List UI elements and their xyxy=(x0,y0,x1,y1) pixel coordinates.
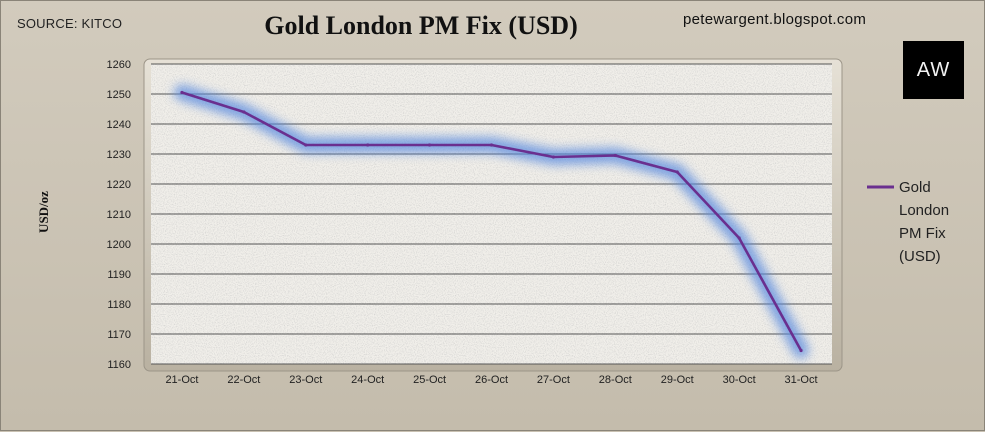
x-tick-label: 25-Oct xyxy=(413,374,446,386)
y-tick-label: 1210 xyxy=(107,209,131,221)
data-point xyxy=(366,143,370,147)
data-point xyxy=(180,90,184,95)
x-tick-label: 29-Oct xyxy=(661,374,694,386)
y-tick-label: 1260 xyxy=(107,59,131,71)
y-tick-label: 1200 xyxy=(107,239,131,251)
y-axis: 1160 1170 1180 1190 1200 1210 1220 1230 1240 1250… xyxy=(107,59,131,371)
x-tick-label: 23-Oct xyxy=(289,374,322,386)
aw-logo: AW xyxy=(903,41,964,99)
data-point xyxy=(799,348,803,353)
legend-label: Gold London PM Fix (USD) xyxy=(899,179,949,265)
x-tick-label: 22-Oct xyxy=(227,374,260,386)
x-tick-label: 31-Oct xyxy=(785,374,818,386)
x-tick-label: 21-Oct xyxy=(165,374,198,386)
y-tick-label: 1170 xyxy=(107,329,131,341)
data-point xyxy=(737,236,741,240)
y-tick-label: 1180 xyxy=(107,299,131,311)
data-point xyxy=(304,143,308,147)
data-point xyxy=(242,110,246,114)
x-tick-label: 26-Oct xyxy=(475,374,508,386)
blog-url: petewargent.blogspot.com xyxy=(683,11,867,28)
x-tick-label: 30-Oct xyxy=(723,374,756,386)
y-tick-label: 1190 xyxy=(107,269,131,281)
x-tick-label: 24-Oct xyxy=(351,374,384,386)
data-points xyxy=(180,90,803,353)
y-tick-label: 1240 xyxy=(107,119,131,131)
y-tick-label: 1250 xyxy=(107,89,131,101)
data-point xyxy=(489,143,494,147)
legend-label-line: (USD) xyxy=(899,248,941,265)
source-label: SOURCE: KITCO xyxy=(17,16,123,31)
legend-label-line: Gold xyxy=(899,179,931,196)
y-tick-label: 1160 xyxy=(107,359,131,371)
y-tick-label: 1230 xyxy=(107,149,131,161)
legend: Gold London PM Fix (USD) xyxy=(867,179,949,265)
x-tick-label: 27-Oct xyxy=(537,374,570,386)
y-tick-label: 1220 xyxy=(107,179,131,191)
legend-label-line: London xyxy=(899,202,949,219)
x-tick-label: 28-Oct xyxy=(599,374,632,386)
data-point xyxy=(613,153,617,158)
gridlines xyxy=(151,63,832,365)
chart-title: Gold London PM Fix (USD) xyxy=(264,11,578,40)
data-point xyxy=(427,143,432,147)
legend-label-line: PM Fix xyxy=(899,225,946,242)
y-axis-label: USD/oz xyxy=(36,191,51,233)
data-point xyxy=(551,155,556,159)
x-axis: 21-Oct 22-Oct 23-Oct 24-Oct 25-Oct 26-Oct 27-O… xyxy=(165,374,817,386)
data-point xyxy=(675,170,679,174)
